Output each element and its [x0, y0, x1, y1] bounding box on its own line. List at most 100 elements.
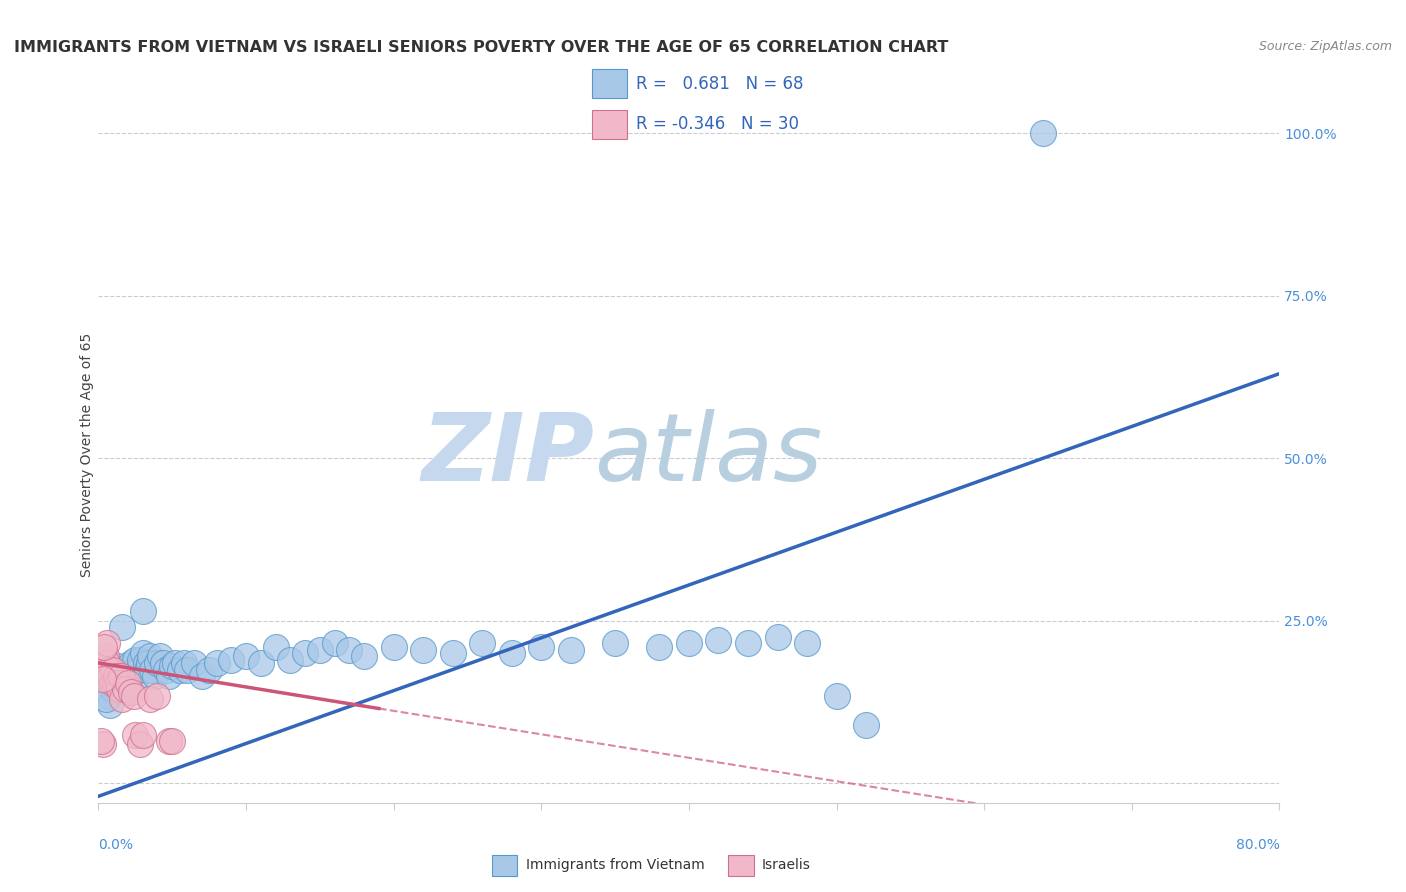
Point	[353, 649, 375, 664]
Point	[111, 691, 134, 706]
Point	[94, 649, 117, 664]
Point	[132, 727, 155, 741]
Bar	[592, 70, 627, 98]
Text: R =   0.681   N = 68: R = 0.681 N = 68	[636, 75, 803, 93]
Point	[309, 643, 332, 657]
Point	[96, 636, 118, 650]
Point	[110, 669, 132, 683]
Point	[235, 649, 257, 664]
Point	[97, 689, 120, 703]
Point	[471, 636, 494, 650]
Point	[198, 663, 221, 677]
Point	[707, 633, 730, 648]
Y-axis label: Seniors Poverty Over the Age of 65: Seniors Poverty Over the Age of 65	[80, 333, 94, 577]
Point	[103, 663, 125, 677]
Point	[122, 689, 145, 703]
Point	[91, 737, 114, 751]
Text: 80.0%: 80.0%	[1236, 838, 1279, 853]
Point	[176, 663, 198, 677]
Point	[165, 656, 187, 670]
Point	[157, 734, 180, 748]
Point	[105, 669, 128, 683]
Point	[117, 675, 139, 690]
Point	[125, 669, 148, 683]
Point	[136, 663, 159, 677]
Point	[93, 640, 115, 654]
Point	[132, 604, 155, 618]
Point	[94, 675, 117, 690]
Point	[98, 669, 121, 683]
Point	[127, 663, 149, 677]
Point	[678, 636, 700, 650]
Point	[855, 718, 877, 732]
Point	[560, 643, 582, 657]
Point	[766, 630, 789, 644]
Point	[104, 675, 127, 690]
Point	[162, 734, 183, 748]
Text: 0.0%: 0.0%	[98, 838, 134, 853]
Point	[441, 646, 464, 660]
Point	[124, 653, 146, 667]
Point	[221, 653, 243, 667]
Point	[825, 689, 848, 703]
Text: Immigrants from Vietnam: Immigrants from Vietnam	[526, 858, 704, 872]
Point	[141, 663, 163, 677]
Point	[105, 672, 128, 686]
Point	[1032, 126, 1054, 140]
Point	[280, 653, 302, 667]
Point	[155, 663, 177, 677]
Text: R = -0.346   N = 30: R = -0.346 N = 30	[636, 115, 799, 133]
Point	[97, 663, 120, 677]
Point	[98, 698, 121, 713]
Point	[530, 640, 553, 654]
Bar	[728, 855, 754, 876]
Point	[103, 681, 125, 696]
Point	[114, 675, 136, 690]
Point	[737, 636, 759, 650]
Point	[339, 643, 361, 657]
Point	[149, 649, 172, 664]
Text: Israelis: Israelis	[762, 858, 811, 872]
Bar	[492, 855, 517, 876]
Point	[108, 681, 131, 696]
Point	[146, 689, 169, 703]
Point	[132, 646, 155, 660]
Point	[146, 656, 169, 670]
Point	[93, 665, 115, 680]
Point	[91, 663, 114, 677]
Point	[120, 656, 142, 670]
Point	[90, 734, 112, 748]
Point	[139, 649, 162, 664]
Point	[143, 669, 166, 683]
Point	[122, 663, 145, 677]
Point	[107, 675, 129, 690]
Point	[115, 681, 138, 696]
Point	[157, 669, 180, 683]
Point	[135, 656, 157, 670]
Point	[138, 656, 160, 670]
Point	[128, 737, 150, 751]
Point	[382, 640, 405, 654]
Point	[114, 681, 136, 696]
Point	[250, 656, 273, 670]
Point	[91, 672, 114, 686]
Text: IMMIGRANTS FROM VIETNAM VS ISRAELI SENIORS POVERTY OVER THE AGE OF 65 CORRELATIO: IMMIGRANTS FROM VIETNAM VS ISRAELI SENIO…	[14, 40, 949, 55]
Point	[169, 663, 191, 677]
Point	[648, 640, 671, 654]
Point	[501, 646, 523, 660]
Point	[96, 656, 118, 670]
Point	[605, 636, 627, 650]
Point	[205, 656, 228, 670]
Point	[117, 665, 139, 680]
Point	[191, 669, 214, 683]
Point	[412, 643, 434, 657]
Point	[107, 659, 129, 673]
Point	[120, 685, 142, 699]
Text: ZIP: ZIP	[422, 409, 595, 501]
Point	[139, 691, 162, 706]
Point	[111, 669, 134, 683]
Bar	[592, 110, 627, 139]
Point	[162, 659, 183, 673]
Point	[294, 646, 316, 660]
Point	[183, 656, 205, 670]
